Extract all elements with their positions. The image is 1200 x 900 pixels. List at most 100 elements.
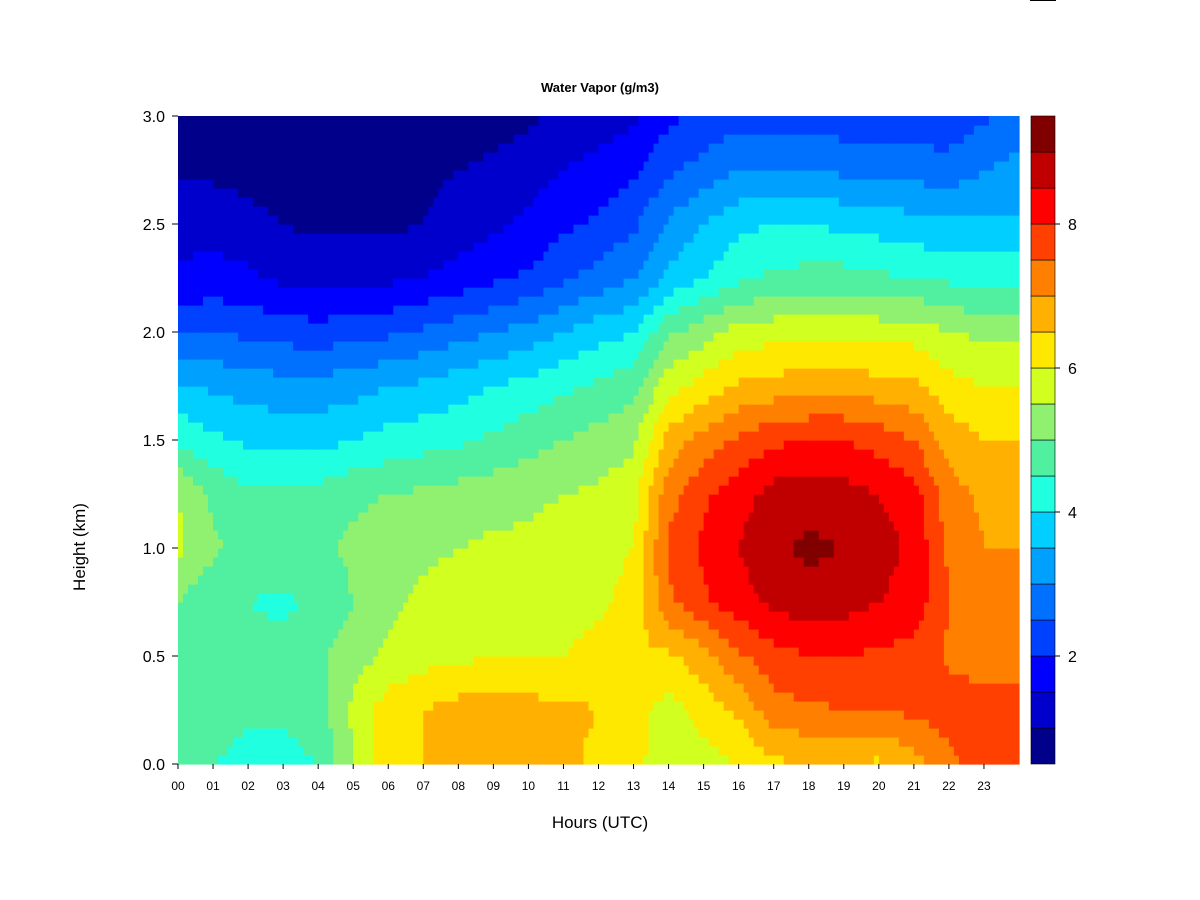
heatmap-cell	[873, 647, 880, 657]
heatmap-cell	[943, 593, 950, 603]
heatmap-cell	[548, 647, 555, 657]
heatmap-cell	[348, 710, 354, 720]
heatmap-cell	[563, 557, 570, 567]
heatmap-cell	[273, 530, 279, 540]
heatmap-cell	[733, 503, 740, 513]
heatmap-cell	[1013, 575, 1020, 585]
heatmap-cell	[233, 557, 239, 567]
heatmap-cell	[303, 638, 309, 648]
heatmap-cell	[268, 602, 274, 612]
heatmap-cell	[193, 665, 199, 675]
heatmap-cell	[828, 755, 835, 765]
heatmap-cell	[253, 575, 259, 585]
heatmap-cell	[318, 755, 324, 765]
heatmap-cell	[388, 728, 394, 738]
heatmap-cell	[688, 584, 695, 594]
heatmap-cell	[238, 584, 244, 594]
heatmap-cell	[248, 629, 254, 639]
heatmap-cell	[623, 584, 630, 594]
heatmap-cell	[488, 593, 494, 603]
heatmap-cell	[548, 494, 555, 504]
heatmap-cell	[488, 647, 494, 657]
heatmap-cell	[838, 548, 845, 558]
heatmap-cell	[818, 575, 825, 585]
heatmap-cell	[718, 692, 725, 702]
heatmap-cell	[923, 566, 930, 576]
heatmap-cell	[828, 584, 835, 594]
heatmap-cell	[568, 638, 575, 648]
heatmap-cell	[263, 719, 269, 729]
heatmap-cell	[513, 755, 520, 765]
heatmap-cell	[213, 683, 219, 693]
heatmap-cell	[833, 710, 840, 720]
heatmap-cell	[683, 710, 690, 720]
heatmap-cell	[858, 539, 865, 549]
heatmap-cell	[523, 539, 530, 549]
heatmap-cell	[918, 701, 925, 711]
heatmap-cell	[358, 683, 364, 693]
heatmap-cell	[478, 755, 484, 765]
heatmap-cell	[443, 611, 449, 621]
heatmap-cell	[638, 674, 645, 684]
heatmap-cell	[568, 575, 575, 585]
heatmap-cell	[408, 593, 414, 603]
heatmap-cell	[553, 548, 560, 558]
heatmap-cell	[193, 737, 199, 747]
heatmap-cell	[603, 647, 610, 657]
heatmap-cell	[923, 683, 930, 693]
heatmap-cell	[508, 728, 514, 738]
heatmap-cell	[438, 692, 444, 702]
heatmap-cell	[513, 746, 520, 756]
heatmap-cell	[408, 539, 414, 549]
heatmap-cell	[403, 647, 409, 657]
heatmap-cell	[403, 692, 409, 702]
heatmap-cell	[708, 503, 715, 513]
heatmap-cell	[988, 539, 995, 549]
heatmap-cell	[703, 710, 710, 720]
heatmap-cell	[618, 746, 625, 756]
heatmap-cell	[623, 719, 630, 729]
heatmap-cell	[733, 656, 740, 666]
heatmap-cell	[778, 728, 785, 738]
heatmap-cell	[568, 512, 575, 522]
heatmap-cell	[623, 701, 630, 711]
heatmap-cell	[683, 503, 690, 513]
heatmap-cell	[283, 557, 289, 567]
heatmap-cell	[383, 728, 389, 738]
heatmap-cell	[853, 611, 860, 621]
heatmap-cell	[928, 512, 935, 522]
heatmap-cell	[638, 755, 645, 765]
heatmap-cell	[578, 620, 585, 630]
heatmap-cell	[458, 674, 464, 684]
heatmap-cell	[398, 728, 404, 738]
heatmap-cell	[878, 683, 885, 693]
heatmap-cell	[598, 665, 605, 675]
heatmap-cell	[433, 620, 439, 630]
heatmap-cell	[288, 728, 294, 738]
heatmap-cell	[243, 494, 249, 504]
heatmap-cell	[563, 665, 570, 675]
heatmap-cell	[283, 620, 289, 630]
heatmap-cell	[538, 584, 545, 594]
heatmap-cell	[993, 701, 1000, 711]
heatmap-cell	[763, 629, 770, 639]
heatmap-cell	[838, 665, 845, 675]
heatmap-cell	[993, 503, 1000, 513]
heatmap-cell	[888, 620, 895, 630]
heatmap-cell	[603, 701, 610, 711]
heatmap-cell	[633, 710, 640, 720]
heatmap-cell	[723, 755, 730, 765]
heatmap-cell	[178, 647, 184, 657]
heatmap-cell	[488, 512, 494, 522]
heatmap-cell	[768, 638, 775, 648]
heatmap-cell	[583, 566, 590, 576]
heatmap-cell	[363, 503, 369, 513]
heatmap-cell	[608, 665, 615, 675]
heatmap-cell	[938, 728, 945, 738]
heatmap-cell	[348, 566, 354, 576]
heatmap-cell	[788, 746, 795, 756]
heatmap-cell	[928, 656, 935, 666]
heatmap-cell	[683, 683, 690, 693]
heatmap-cell	[193, 602, 199, 612]
heatmap-cell	[618, 728, 625, 738]
